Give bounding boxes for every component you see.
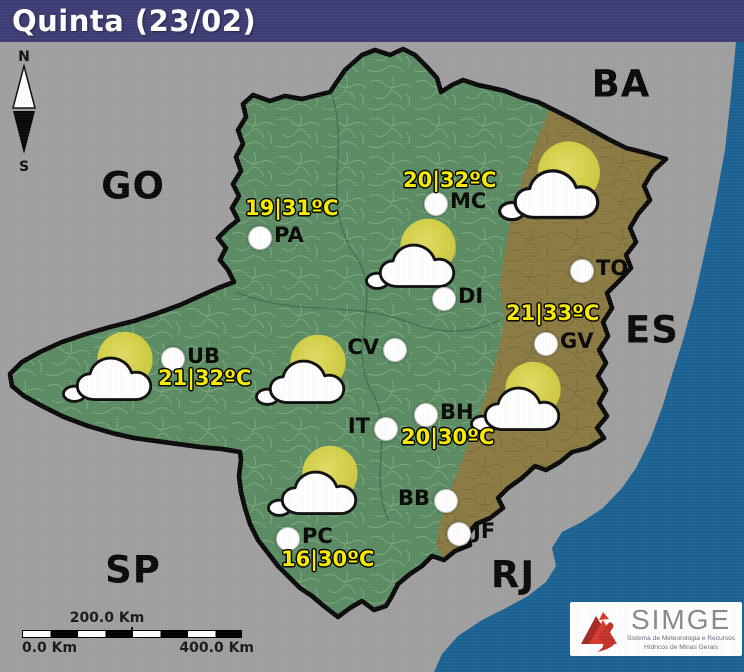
city-code-label: JF [473, 519, 496, 543]
sun-behind-cloud-icon [255, 334, 346, 406]
temperature-label: 20|32ºC [403, 168, 497, 192]
city-dot-icon [432, 287, 456, 311]
temperature-label: 20|30ºC [401, 425, 495, 449]
city-code-label: DI [458, 284, 484, 308]
state-label-sp: SP [105, 548, 161, 592]
city-code-label: TO [596, 256, 629, 280]
simge-tagline-1: Sistema de Meteorologia e Recursos [627, 635, 736, 643]
city-code-label: BB [397, 486, 430, 510]
city-dot-icon [434, 489, 458, 513]
state-label-rj: RJ [490, 553, 536, 597]
city-dot-icon [447, 522, 471, 546]
sun-behind-cloud-icon [498, 141, 600, 222]
scale-end-label: 400.0 Km [179, 640, 254, 656]
temperature-label: 19|31ºC [245, 196, 339, 220]
forecast-date-title: Quinta (23/02) [12, 4, 257, 38]
simge-tagline-2: Hídricos de Minas Gerais [644, 644, 719, 651]
city-dot-icon [414, 403, 438, 427]
compass-rose: N S [6, 50, 42, 174]
compass-south-label: S [18, 159, 30, 175]
sun-behind-cloud-icon [470, 361, 561, 433]
city-code-label: GV [560, 329, 594, 353]
city-dot-icon [534, 332, 558, 356]
map-scale-bar: 200.0 Km 0.0 Km 400.0 Km [22, 610, 254, 656]
simge-wordmark: SIMGE [630, 604, 732, 636]
simge-logo-icon [581, 612, 617, 652]
temperature-label: 21|32ºC [158, 366, 252, 390]
city-code-label: MC [450, 189, 487, 213]
state-label-es: ES [625, 308, 679, 352]
city-code-label: UB [187, 344, 221, 368]
state-border-outline [7, 46, 669, 620]
city-dot-icon [248, 226, 272, 250]
sun-behind-cloud-icon [267, 445, 358, 517]
city-dot-icon [383, 338, 407, 362]
simge-logo: SIMGE Sistema de Meteorologia e Recursos… [570, 602, 742, 656]
city-code-label: PA [274, 223, 304, 247]
city-dot-icon [570, 259, 594, 283]
title-bar: Quinta (23/02) [0, 0, 744, 42]
city-dot-icon [161, 347, 185, 371]
compass-needle [12, 63, 36, 154]
city-code-label: PC [302, 524, 333, 548]
city-dot-icon [374, 417, 398, 441]
sun-behind-cloud-icon [62, 331, 153, 403]
scale-mid-label: 200.0 Km [69, 610, 145, 626]
city-dot-icon [424, 192, 448, 216]
city-dot-icon [276, 527, 300, 551]
scale-start-label: 0.0 Km [22, 640, 78, 656]
temperature-label: 16|30ºC [281, 547, 375, 571]
region-border-line [235, 291, 501, 332]
compass-north-label: N [18, 49, 30, 65]
sun-behind-cloud-icon [365, 218, 456, 290]
temperature-label: 21|33ºC [506, 301, 600, 325]
scale-bar-graphic [22, 627, 242, 638]
region-border-line [331, 94, 389, 521]
state-label-go: GO [101, 164, 165, 208]
city-code-label: CV [347, 335, 379, 359]
atlantic-ocean [434, 42, 744, 672]
city-code-label: BH [440, 400, 474, 424]
state-label-ba: BA [591, 62, 651, 106]
city-code-label: IT [347, 414, 370, 438]
